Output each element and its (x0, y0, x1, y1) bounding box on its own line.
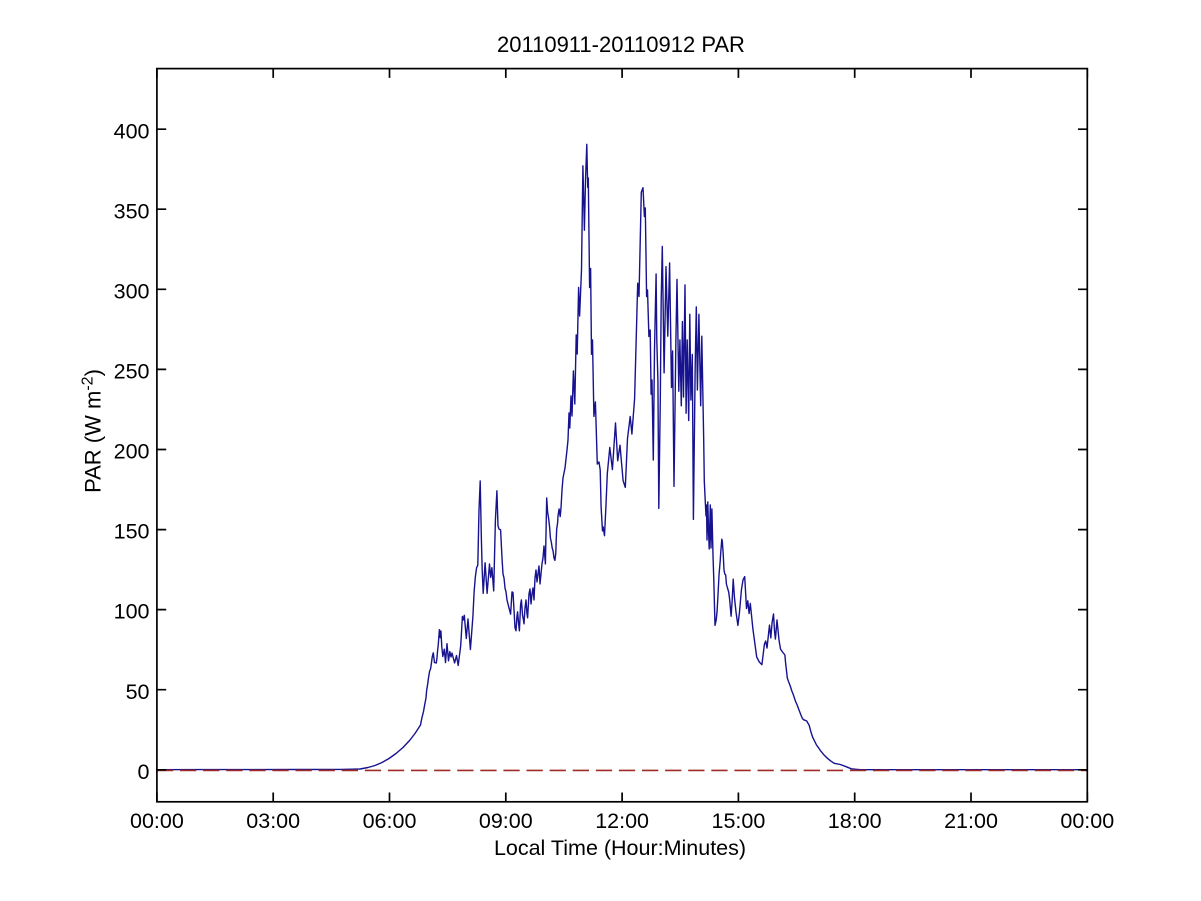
svg-text:09:00: 09:00 (479, 809, 533, 833)
svg-text:12:00: 12:00 (595, 809, 649, 833)
svg-text:300: 300 (114, 279, 150, 303)
svg-text:400: 400 (114, 119, 150, 143)
svg-text:0: 0 (138, 760, 150, 784)
svg-text:20110911-20110912 PAR: 20110911-20110912 PAR (497, 32, 745, 57)
svg-text:200: 200 (114, 440, 150, 464)
svg-text:50: 50 (126, 680, 150, 704)
svg-text:350: 350 (114, 199, 150, 223)
svg-text:100: 100 (114, 600, 150, 624)
svg-text:15:00: 15:00 (711, 809, 765, 833)
svg-text:00:00: 00:00 (1060, 809, 1114, 833)
svg-text:250: 250 (114, 360, 150, 384)
svg-text:21:00: 21:00 (944, 809, 998, 833)
svg-text:Local Time (Hour:Minutes): Local Time (Hour:Minutes) (494, 836, 746, 860)
svg-text:06:00: 06:00 (363, 809, 417, 833)
svg-text:150: 150 (114, 520, 150, 544)
svg-text:00:00: 00:00 (130, 809, 184, 833)
svg-text:03:00: 03:00 (246, 809, 300, 833)
svg-text:18:00: 18:00 (828, 809, 882, 833)
